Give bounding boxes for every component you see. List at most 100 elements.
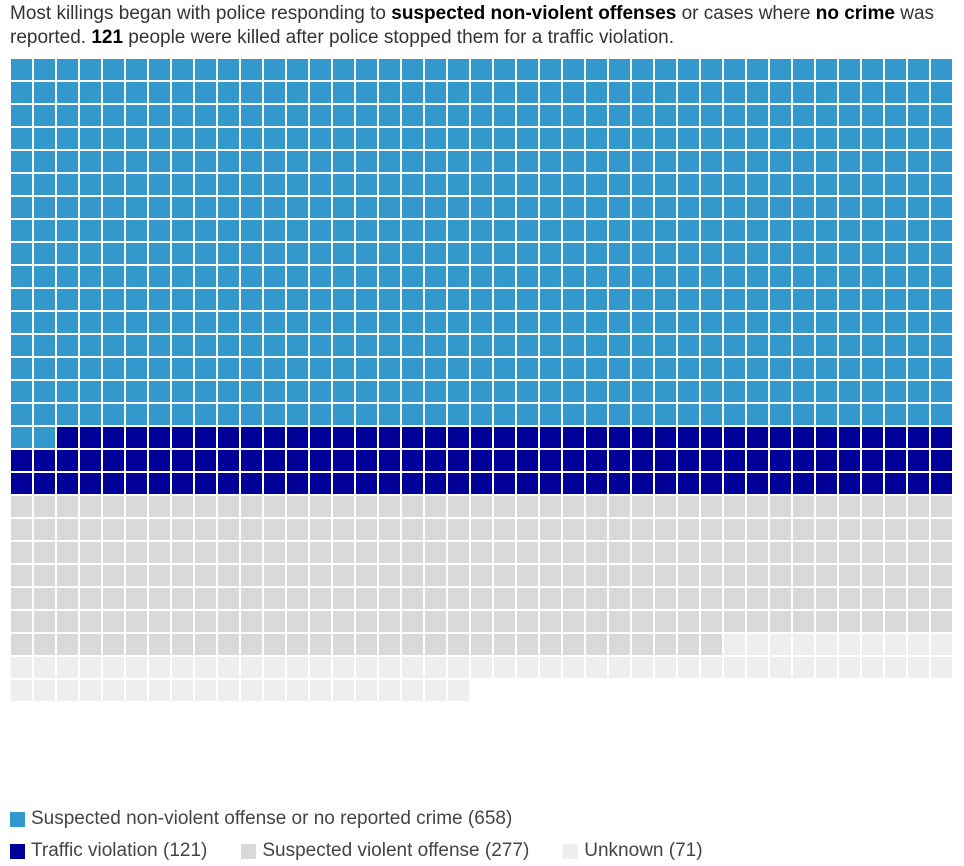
waffle-cell: [931, 450, 952, 471]
waffle-cell: [218, 197, 239, 218]
waffle-cell: [80, 473, 101, 494]
waffle-cell: [931, 565, 952, 586]
waffle-cell: [34, 220, 55, 241]
waffle-cell: [862, 289, 883, 310]
waffle-cell: [770, 611, 791, 632]
waffle-cell: [793, 634, 814, 655]
waffle-cell: [563, 243, 584, 264]
waffle-cell: [471, 266, 492, 287]
waffle-cell: [103, 427, 124, 448]
waffle-cell: [747, 519, 768, 540]
waffle-cell: [195, 657, 216, 678]
waffle-cell: [172, 266, 193, 287]
waffle-cell: [126, 404, 147, 425]
waffle-cell: [103, 404, 124, 425]
waffle-cell: [149, 358, 170, 379]
waffle-cell: [701, 220, 722, 241]
waffle-cell: [609, 197, 630, 218]
waffle-cell: [80, 289, 101, 310]
waffle-cell: [379, 680, 400, 701]
waffle-cell: [770, 105, 791, 126]
waffle-cell: [448, 519, 469, 540]
waffle-cell: [655, 427, 676, 448]
waffle-cell: [609, 542, 630, 563]
waffle-cell: [494, 220, 515, 241]
waffle-cell: [471, 473, 492, 494]
waffle-cell: [908, 105, 929, 126]
waffle-cell: [310, 542, 331, 563]
waffle-cell: [908, 473, 929, 494]
waffle-cell: [908, 657, 929, 678]
waffle-cell: [793, 105, 814, 126]
waffle-cell: [80, 542, 101, 563]
waffle-cell: [563, 128, 584, 149]
waffle-cell: [862, 220, 883, 241]
waffle-cell: [678, 243, 699, 264]
waffle-cell: [310, 128, 331, 149]
waffle-cell: [839, 358, 860, 379]
waffle-cell: [356, 588, 377, 609]
waffle-cell: [885, 59, 906, 80]
waffle-cell: [287, 588, 308, 609]
waffle-cell: [586, 427, 607, 448]
legend-item-unknown: Unknown71: [563, 839, 702, 863]
waffle-cell: [80, 105, 101, 126]
waffle-cell: [563, 657, 584, 678]
waffle-cell: [494, 128, 515, 149]
waffle-cell: [701, 197, 722, 218]
waffle-cell: [195, 381, 216, 402]
waffle-cell: [379, 519, 400, 540]
waffle-cell: [701, 128, 722, 149]
waffle-cell: [379, 59, 400, 80]
waffle-cell: [793, 312, 814, 333]
waffle-cell: [908, 335, 929, 356]
waffle-cell: [885, 542, 906, 563]
waffle-cell: [839, 565, 860, 586]
waffle-cell: [793, 657, 814, 678]
waffle-cell: [80, 657, 101, 678]
waffle-cell: [310, 358, 331, 379]
waffle-cell: [333, 312, 354, 333]
waffle-cell: [678, 82, 699, 103]
waffle-cell: [287, 657, 308, 678]
waffle-cell: [471, 289, 492, 310]
waffle-cell: [494, 427, 515, 448]
waffle-cell: [126, 105, 147, 126]
waffle-cell: [264, 404, 285, 425]
waffle-cell: [609, 59, 630, 80]
waffle-cell: [103, 358, 124, 379]
waffle-cell: [586, 151, 607, 172]
waffle-cell: [448, 427, 469, 448]
waffle-cell: [494, 151, 515, 172]
waffle-cell: [747, 565, 768, 586]
waffle-cell: [11, 519, 32, 540]
waffle-cell: [632, 220, 653, 241]
waffle-cell: [724, 496, 745, 517]
waffle-cell: [540, 266, 561, 287]
waffle-cell: [172, 82, 193, 103]
waffle-cell: [747, 381, 768, 402]
waffle-cell: [241, 404, 262, 425]
waffle-cell: [494, 473, 515, 494]
waffle-cell: [11, 565, 32, 586]
waffle-cell: [287, 404, 308, 425]
waffle-cell: [885, 151, 906, 172]
waffle-cell: [563, 289, 584, 310]
waffle-cell: [632, 542, 653, 563]
waffle-cell: [333, 220, 354, 241]
waffle-cell: [793, 174, 814, 195]
legend-swatch-non-violent: [10, 811, 25, 827]
waffle-cell: [310, 634, 331, 655]
waffle-cell: [379, 82, 400, 103]
waffle-cell: [931, 220, 952, 241]
waffle-cell: [379, 266, 400, 287]
waffle-cell: [57, 427, 78, 448]
waffle-cell: [310, 427, 331, 448]
waffle-cell: [839, 197, 860, 218]
waffle-cell: [563, 82, 584, 103]
waffle-cell: [287, 358, 308, 379]
waffle-cell: [747, 335, 768, 356]
waffle-cell: [724, 473, 745, 494]
waffle-cell: [770, 404, 791, 425]
waffle-cell: [11, 105, 32, 126]
